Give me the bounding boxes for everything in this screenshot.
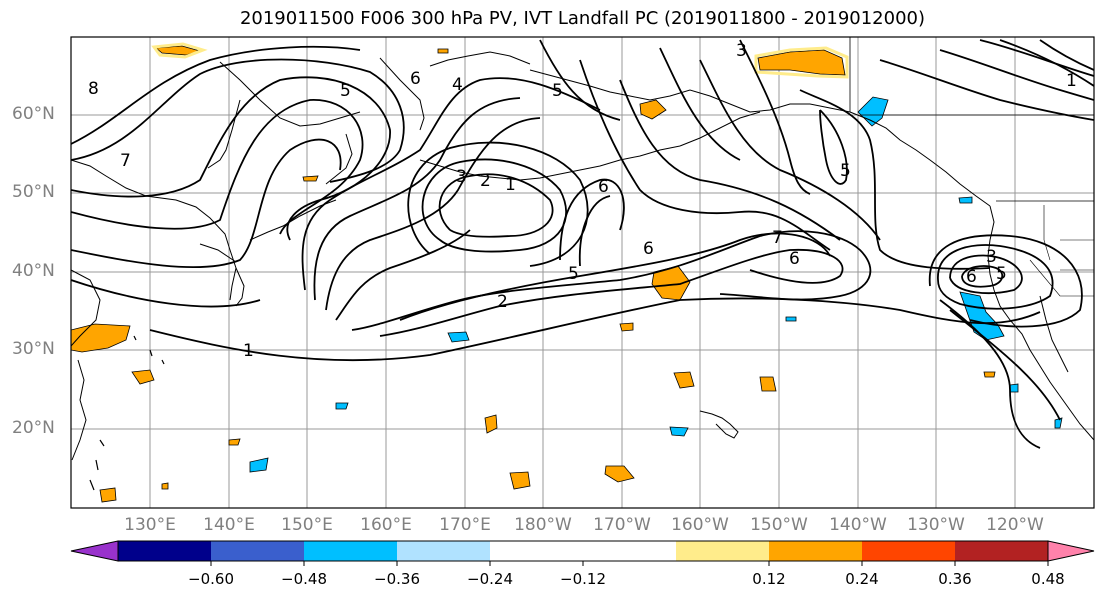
contour-label: 8 — [88, 79, 99, 99]
contour-label: 5 — [996, 264, 1007, 284]
pv-contours — [71, 39, 1094, 449]
positive-light-halos — [151, 42, 849, 79]
lon-label: 170°W — [593, 515, 651, 535]
colorbar-tick-label: 0.36 — [938, 570, 972, 588]
contour-label: 5 — [340, 81, 351, 101]
colorbar-segments — [117, 540, 1049, 562]
lon-label: 170°E — [439, 515, 491, 535]
map-frame — [70, 36, 1095, 509]
map-title: 2019011500 F006 300 hPa PV, IVT Landfall… — [239, 8, 926, 29]
colorbar-tick-label: −0.60 — [188, 570, 234, 588]
colorbar-segment — [862, 541, 956, 561]
contour-label: 3 — [456, 167, 467, 187]
contour-label: 5 — [840, 161, 851, 181]
lon-label: 150°W — [750, 515, 808, 535]
contour-label: 2 — [497, 292, 508, 312]
colorbar-segment — [676, 541, 770, 561]
lat-label: 20°N — [12, 418, 55, 438]
colorbar-tick-label: 0.24 — [845, 570, 879, 588]
contour-label: 7 — [772, 228, 783, 248]
contour-label: 6 — [410, 69, 421, 89]
contour-label: 1 — [505, 175, 516, 195]
lon-label: 140°W — [829, 515, 887, 535]
contour-label: 1 — [243, 341, 254, 361]
contour-label: 5 — [552, 81, 563, 101]
colorbar-extend-low — [70, 540, 119, 562]
colorbar-tick-label: −0.24 — [467, 570, 513, 588]
contour-label: 4 — [452, 75, 463, 95]
colorbar-tick-label: −0.48 — [281, 570, 327, 588]
colorbar-segment — [490, 541, 584, 561]
lon-label: 140°E — [203, 515, 255, 535]
lat-label: 40°N — [12, 261, 55, 281]
colorbar-segment — [955, 541, 1049, 561]
colorbar-ticks — [210, 561, 1049, 566]
lon-label: 160°E — [360, 515, 412, 535]
contour-label: 6 — [598, 177, 609, 197]
lon-label: 150°E — [281, 515, 333, 535]
colorbar-segment — [769, 541, 863, 561]
colorbar-segment — [397, 541, 491, 561]
colorbar-extend-high — [1047, 540, 1095, 562]
colorbar-tick-label: 0.48 — [1031, 570, 1065, 588]
contour-label: 7 — [120, 151, 131, 171]
contour-label: 5 — [568, 264, 579, 284]
contour-label: 1 — [1066, 71, 1077, 91]
lon-label: 160°W — [671, 515, 729, 535]
contour-label: 6 — [966, 267, 977, 287]
colorbar-segment — [583, 541, 677, 561]
contour-label: 3 — [986, 247, 997, 267]
positive-anomalies — [71, 45, 996, 503]
negative-anomalies — [249, 96, 1063, 473]
lon-label: 120°W — [986, 515, 1044, 535]
lat-label: 30°N — [12, 339, 55, 359]
lat-label: 60°N — [12, 104, 55, 124]
contour-label: 6 — [789, 249, 800, 269]
contour-label: 3 — [736, 41, 747, 61]
lon-label: 130°W — [907, 515, 965, 535]
contour-label: 6 — [643, 239, 654, 259]
contour-label: 2 — [480, 171, 491, 191]
colorbar-tick-label: −0.36 — [374, 570, 420, 588]
contour-labels: 8 7 6 5 4 3 2 1 1 2 5 6 6 7 6 5 5 3 6 3 … — [88, 41, 1077, 361]
lat-label: 50°N — [12, 182, 55, 202]
colorbar-segment — [211, 541, 305, 561]
colorbar-segment — [304, 541, 398, 561]
colorbar-tick-label: 0.12 — [752, 570, 786, 588]
lon-label: 130°E — [124, 515, 176, 535]
colorbar-segment — [118, 541, 212, 561]
colorbar-tick-label: −0.12 — [560, 570, 606, 588]
lon-label: 180°W — [514, 515, 572, 535]
